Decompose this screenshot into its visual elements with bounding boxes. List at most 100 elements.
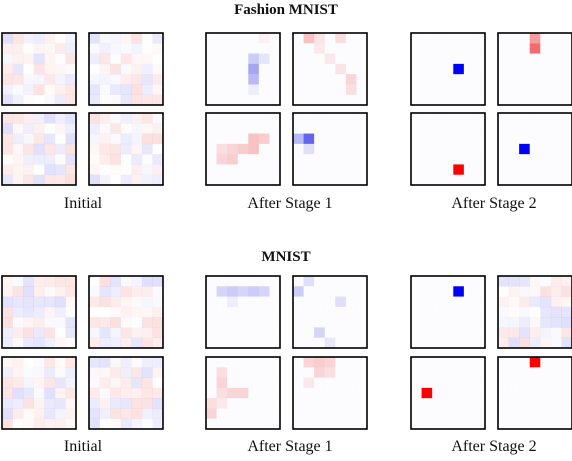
- panel-frame: [410, 112, 486, 186]
- cell: [519, 143, 530, 155]
- cell: [141, 164, 153, 176]
- cell: [303, 377, 315, 389]
- cell: [34, 95, 45, 106]
- cell: [269, 276, 281, 287]
- cell: [293, 327, 304, 339]
- cell: [54, 276, 66, 287]
- cell: [303, 418, 315, 430]
- cell: [110, 95, 121, 106]
- cell: [432, 123, 444, 134]
- panel-frame: [88, 112, 164, 186]
- cell: [131, 53, 143, 65]
- cell: [237, 387, 249, 399]
- cell: [248, 33, 260, 44]
- cell: [293, 33, 304, 44]
- cell: [12, 33, 24, 44]
- cell: [206, 74, 217, 85]
- cell: [411, 327, 422, 339]
- cell: [314, 113, 326, 124]
- cell: [2, 154, 13, 165]
- cell: [206, 387, 217, 399]
- cell: [529, 337, 541, 349]
- cell: [411, 296, 422, 308]
- cell: [227, 143, 239, 155]
- cell: [2, 418, 13, 430]
- cell: [442, 94, 454, 106]
- cell: [303, 367, 315, 378]
- cell: [442, 133, 454, 145]
- cell: [65, 164, 77, 176]
- cell: [550, 367, 562, 378]
- cell: [2, 398, 13, 409]
- cell: [498, 377, 509, 389]
- cell: [54, 286, 66, 297]
- cell: [23, 387, 35, 399]
- cell: [508, 84, 520, 96]
- cell: [89, 33, 100, 44]
- cell: [141, 143, 153, 155]
- cell: [442, 296, 454, 308]
- cell: [561, 43, 572, 54]
- cell: [269, 418, 281, 430]
- cell: [227, 357, 239, 368]
- cell: [152, 64, 163, 75]
- cell: [519, 337, 531, 349]
- cell: [508, 286, 520, 297]
- cell: [152, 74, 164, 85]
- group-label: After Stage 2: [451, 438, 536, 455]
- cell: [550, 296, 562, 308]
- cell: [303, 408, 315, 420]
- cell: [23, 327, 35, 339]
- cell: [206, 357, 217, 368]
- cell: [227, 84, 239, 96]
- cell: [99, 408, 111, 420]
- cell: [89, 113, 100, 124]
- cell: [110, 143, 122, 155]
- cell: [345, 154, 357, 165]
- cell: [131, 408, 143, 420]
- cell: [206, 276, 217, 287]
- cell: [356, 133, 368, 145]
- cell: [303, 174, 315, 186]
- cell: [152, 357, 164, 368]
- cell: [498, 307, 509, 318]
- cell: [442, 408, 454, 420]
- cell: [442, 276, 454, 287]
- cell: [314, 327, 325, 338]
- cell: [314, 43, 326, 54]
- cell: [216, 387, 228, 399]
- cell: [303, 33, 315, 44]
- cell: [248, 398, 260, 409]
- cell: [550, 306, 562, 318]
- cell: [314, 143, 326, 155]
- cell: [411, 377, 422, 389]
- cell: [314, 317, 326, 328]
- cell: [463, 164, 475, 176]
- cell: [216, 33, 228, 44]
- cell: [141, 408, 153, 420]
- cell: [411, 74, 422, 85]
- cell: [99, 377, 111, 389]
- cell: [561, 306, 572, 318]
- cell: [65, 419, 76, 430]
- cell: [498, 63, 509, 75]
- cell: [2, 113, 13, 124]
- cell: [12, 398, 24, 409]
- cell: [421, 43, 433, 54]
- cell: [152, 33, 164, 44]
- cell: [227, 33, 239, 44]
- cell: [142, 154, 153, 165]
- cell: [463, 94, 475, 106]
- cell: [54, 418, 66, 430]
- cell: [335, 306, 347, 318]
- cell: [89, 133, 100, 145]
- cell: [131, 74, 143, 85]
- cell: [335, 418, 347, 430]
- cell: [550, 113, 562, 124]
- cell: [248, 367, 260, 378]
- cell: [258, 276, 270, 287]
- cell: [99, 398, 111, 409]
- cell: [550, 317, 562, 328]
- cell: [293, 113, 304, 124]
- cell: [152, 286, 163, 297]
